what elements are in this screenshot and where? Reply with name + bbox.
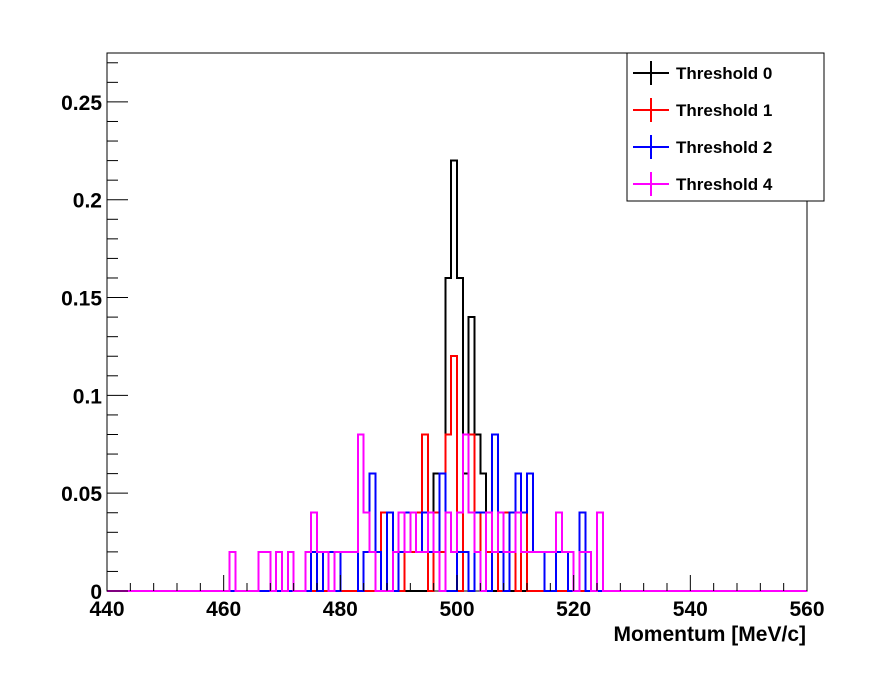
- y-tick-label: 0: [90, 581, 102, 604]
- x-tick-label: 520: [556, 598, 591, 621]
- y-tick-label: 0.15: [61, 288, 102, 311]
- series-layer: [107, 159, 807, 592]
- y-tick-label: 0.05: [61, 483, 102, 506]
- y-tick-label: 0.1: [73, 385, 103, 408]
- legend-label: Threshold 0: [676, 64, 772, 83]
- x-tick-label: 540: [673, 598, 708, 621]
- x-tick-label: 560: [789, 598, 824, 621]
- legend-box: [626, 52, 825, 202]
- x-tick-label: 480: [323, 598, 358, 621]
- x-axis-title: Momentum [MeV/c]: [613, 623, 806, 646]
- legend-item: Threshold 4: [633, 172, 773, 196]
- y-tick-label: 0.25: [61, 92, 102, 115]
- axes-layer: 440 460 480 500 520 540 560 0 0.05 0.1 0.15 0.2 0.25: [61, 62, 825, 621]
- legend-label: Threshold 2: [676, 138, 772, 157]
- legend-item: Threshold 1: [633, 98, 772, 122]
- legend-item: Threshold 2: [633, 135, 772, 159]
- legend: Threshold 0 Threshold 1 Threshold 2 Thresho…: [626, 52, 825, 202]
- x-tick-label: 460: [206, 598, 241, 621]
- legend-label: Threshold 1: [676, 101, 772, 120]
- series-line-threshold-4: [107, 433, 807, 592]
- x-tick-label: 440: [89, 598, 124, 621]
- x-tick-label: 500: [439, 598, 474, 621]
- legend-item: Threshold 0: [633, 61, 772, 85]
- legend-label: Threshold 4: [676, 175, 773, 194]
- y-tick-label: 0.2: [73, 190, 102, 213]
